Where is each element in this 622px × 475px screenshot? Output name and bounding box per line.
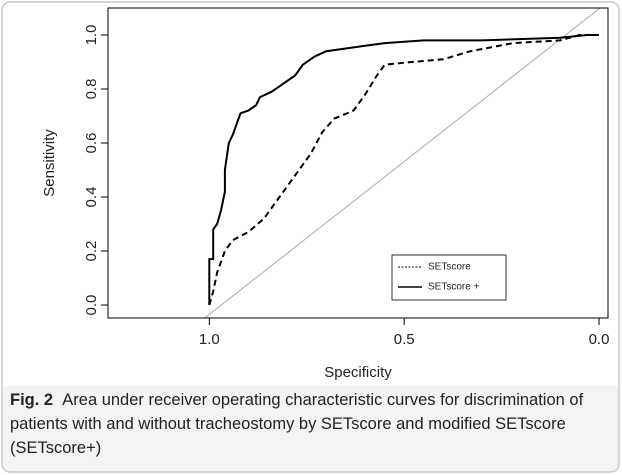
caption-text: Area under receiver operating characteri… <box>10 391 584 457</box>
caption-background <box>3 386 618 471</box>
legend-label: SETscore <box>428 262 471 273</box>
x-tick-label: 0.0 <box>589 331 610 348</box>
caption-label: Fig. 2 <box>10 391 54 409</box>
y-tick-label: 1.0 <box>83 25 100 46</box>
caption: Fig. 2 Area under receiver operating cha… <box>10 388 606 460</box>
x-axis-label: Specificity <box>324 364 392 381</box>
x-tick-label: 0.5 <box>394 331 415 348</box>
legend-label: SETscore + <box>428 282 480 293</box>
y-tick-label: 0.8 <box>83 79 100 100</box>
x-tick-label: 1.0 <box>199 331 220 348</box>
y-tick-label: 0.4 <box>83 187 100 208</box>
legend-box <box>391 254 507 301</box>
y-tick-label: 0.2 <box>83 241 100 262</box>
reference-line <box>204 8 601 318</box>
y-axis-label: Sensitivity <box>41 129 58 197</box>
roc-line <box>208 34 599 305</box>
y-tick-label: 0.0 <box>83 295 100 316</box>
roc-line <box>208 34 599 306</box>
y-tick-label: 0.6 <box>83 133 100 154</box>
plot-frame <box>107 7 609 319</box>
